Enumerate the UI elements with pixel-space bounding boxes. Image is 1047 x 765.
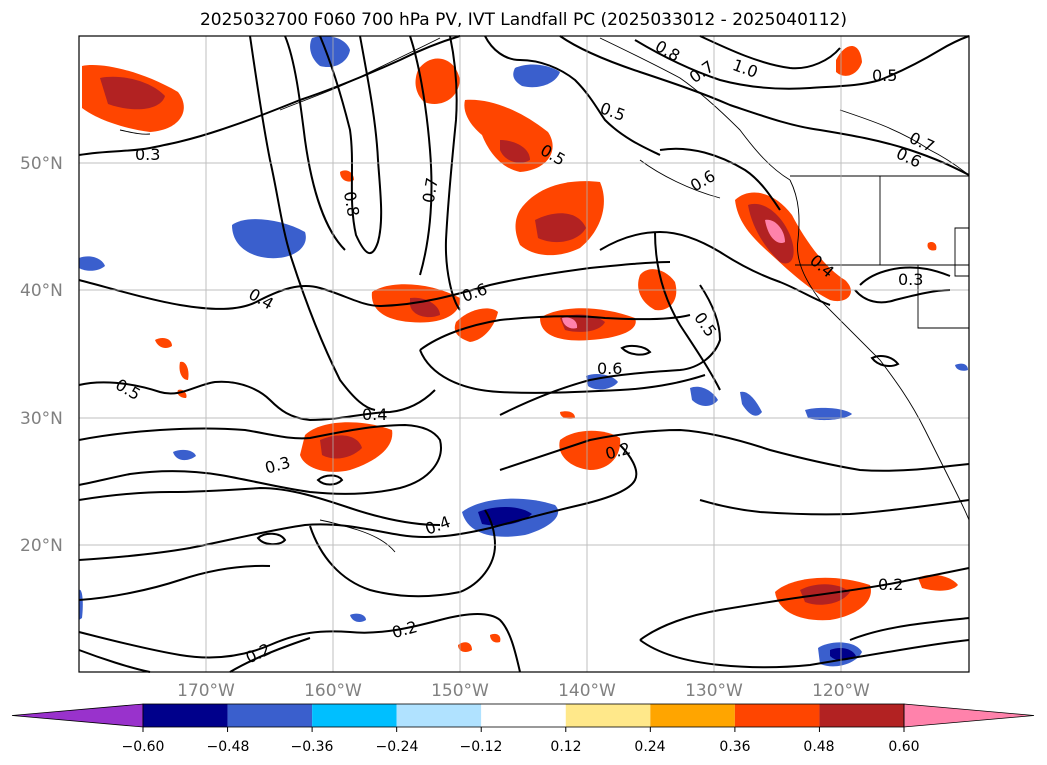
lat-label: 30°N bbox=[20, 409, 63, 429]
colorbar-ticks: −0.60 −0.48 −0.36 −0.24 −0.12 0.12 0.24 … bbox=[122, 739, 920, 755]
colorbar-segment bbox=[819, 704, 904, 727]
colorbar-segment bbox=[481, 704, 566, 727]
lon-label: 120°W bbox=[812, 681, 870, 701]
colorbar-segment bbox=[734, 704, 820, 727]
colorbar-tick-label: −0.12 bbox=[460, 739, 503, 755]
pv-contours bbox=[78, 35, 970, 673]
lon-label: 130°W bbox=[685, 681, 743, 701]
latitude-labels: 50°N 40°N 30°N 20°N bbox=[20, 154, 63, 556]
colorbar-extend-max bbox=[903, 703, 1035, 728]
contour-label: 0.2 bbox=[878, 575, 903, 594]
colorbar-tick-label: −0.36 bbox=[291, 739, 334, 755]
colorbar-segment bbox=[143, 704, 228, 727]
longitude-labels: 170°W 160°W 150°W 140°W 130°W 120°W bbox=[177, 681, 870, 701]
contour-label: 0.3 bbox=[135, 145, 160, 164]
contour-label: 0.4 bbox=[362, 405, 387, 424]
colorbar-tick-label: −0.60 bbox=[122, 739, 165, 755]
map-border bbox=[78, 35, 970, 673]
negative-anomaly-blobs bbox=[79, 36, 968, 667]
colorbar-border bbox=[142, 703, 905, 728]
colorbar-tick-label: 0.36 bbox=[719, 739, 750, 755]
lon-label: 170°W bbox=[177, 681, 235, 701]
colorbar-segment bbox=[396, 704, 482, 727]
lon-label: 140°W bbox=[558, 681, 616, 701]
colorbar-tick-label: −0.24 bbox=[376, 739, 419, 755]
colorbar-tick-label: 0.48 bbox=[803, 739, 834, 755]
colorbar-tick-label: −0.48 bbox=[207, 739, 250, 755]
lon-label: 160°W bbox=[304, 681, 362, 701]
colorbar-segment bbox=[227, 704, 313, 727]
colorbar-tick-label: 0.12 bbox=[550, 739, 581, 755]
colorbar-segment bbox=[650, 704, 735, 727]
lat-label: 50°N bbox=[20, 154, 63, 174]
colorbar-segment bbox=[312, 704, 397, 727]
contour-label: 0.3 bbox=[898, 270, 923, 289]
lat-label: 20°N bbox=[20, 536, 63, 556]
coastlines bbox=[119, 37, 970, 553]
colorbar-extend-min bbox=[11, 703, 144, 728]
contour-label: 0.5 bbox=[872, 66, 897, 85]
contour-label: 0.6 bbox=[597, 359, 622, 378]
contour-label: 0.8 bbox=[340, 190, 363, 218]
figure-title: 2025032700 F060 700 hPa PV, IVT Landfall… bbox=[199, 10, 847, 30]
contour-label: 0.7 bbox=[419, 176, 442, 204]
colorbar-tick-label: 0.24 bbox=[634, 739, 665, 755]
lon-label: 150°W bbox=[431, 681, 489, 701]
colorbar-segment bbox=[565, 704, 651, 727]
lat-label: 40°N bbox=[20, 281, 63, 301]
gridlines bbox=[79, 36, 969, 672]
colorbar bbox=[11, 703, 1035, 732]
colorbar-tick-label: 0.60 bbox=[888, 739, 919, 755]
